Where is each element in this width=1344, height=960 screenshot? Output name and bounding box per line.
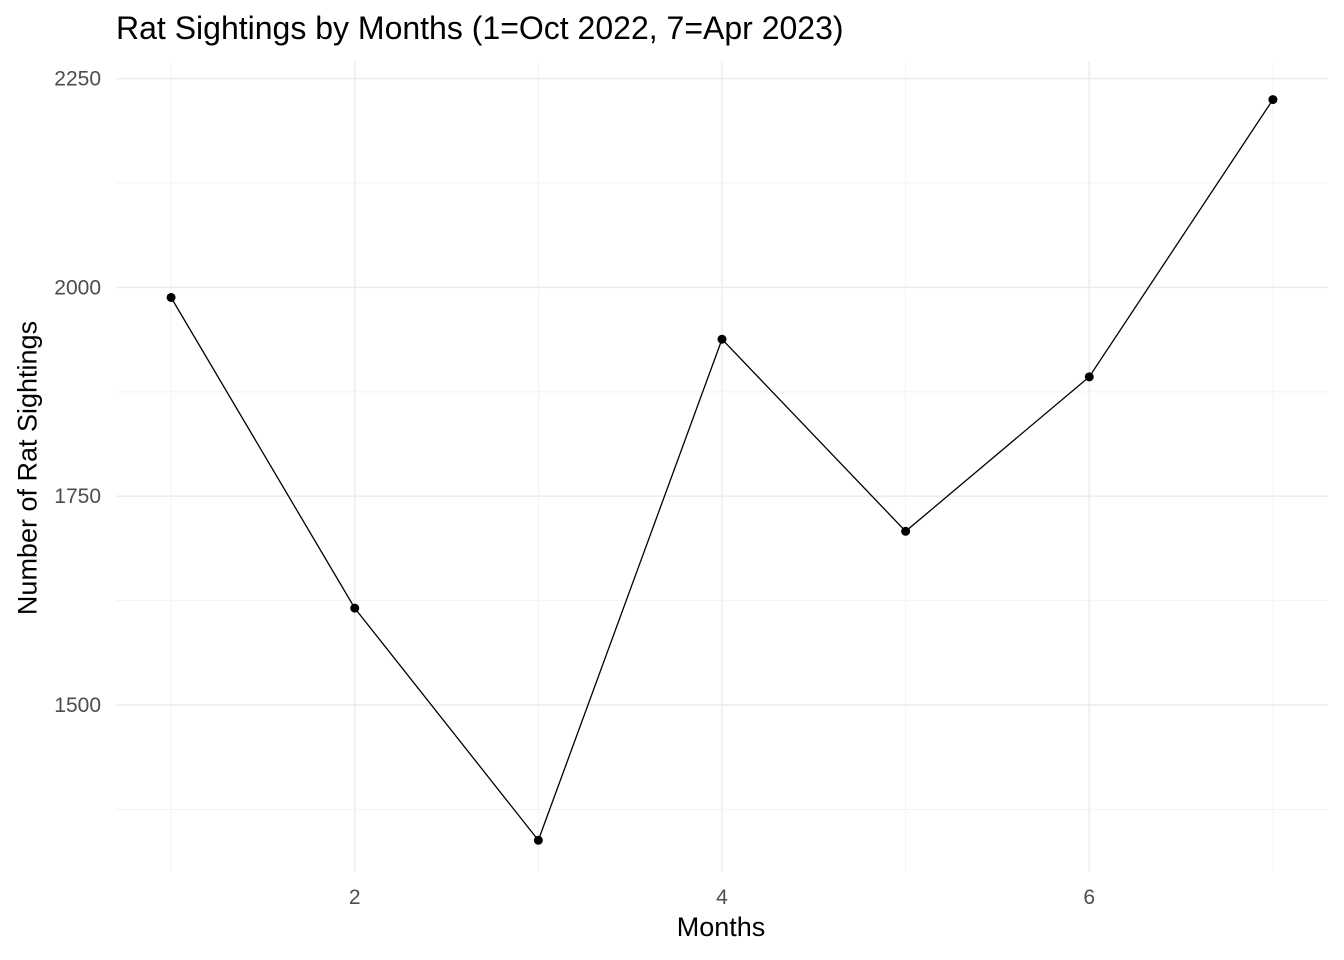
data-point: [350, 603, 360, 613]
data-point: [901, 526, 911, 536]
y-tick-label: 2250: [54, 68, 101, 91]
data-point: [166, 292, 176, 302]
data-point: [533, 835, 543, 845]
data-point: [1084, 372, 1094, 382]
y-axis-ticks: 1500 1750 2000 2250: [54, 68, 101, 717]
grid-lines: [116, 62, 1328, 872]
x-axis-ticks: 2 4 6: [349, 886, 1095, 909]
data-point: [1268, 95, 1278, 105]
x-tick-label: 2: [349, 886, 361, 909]
y-tick-label: 2000: [54, 276, 101, 299]
y-axis-label: Number of Rat Sightings: [12, 320, 43, 616]
y-tick-label: 1750: [54, 485, 101, 508]
x-axis-label-wrap: Months: [0, 912, 1344, 943]
x-tick-label: 4: [716, 886, 728, 909]
data-point: [717, 334, 727, 344]
x-tick-label: 6: [1083, 886, 1095, 909]
chart-title: Rat Sightings by Months (1=Oct 2022, 7=A…: [116, 10, 844, 46]
data-series: [166, 95, 1278, 845]
x-axis-label: Months: [676, 912, 766, 942]
y-tick-label: 1500: [54, 694, 101, 717]
